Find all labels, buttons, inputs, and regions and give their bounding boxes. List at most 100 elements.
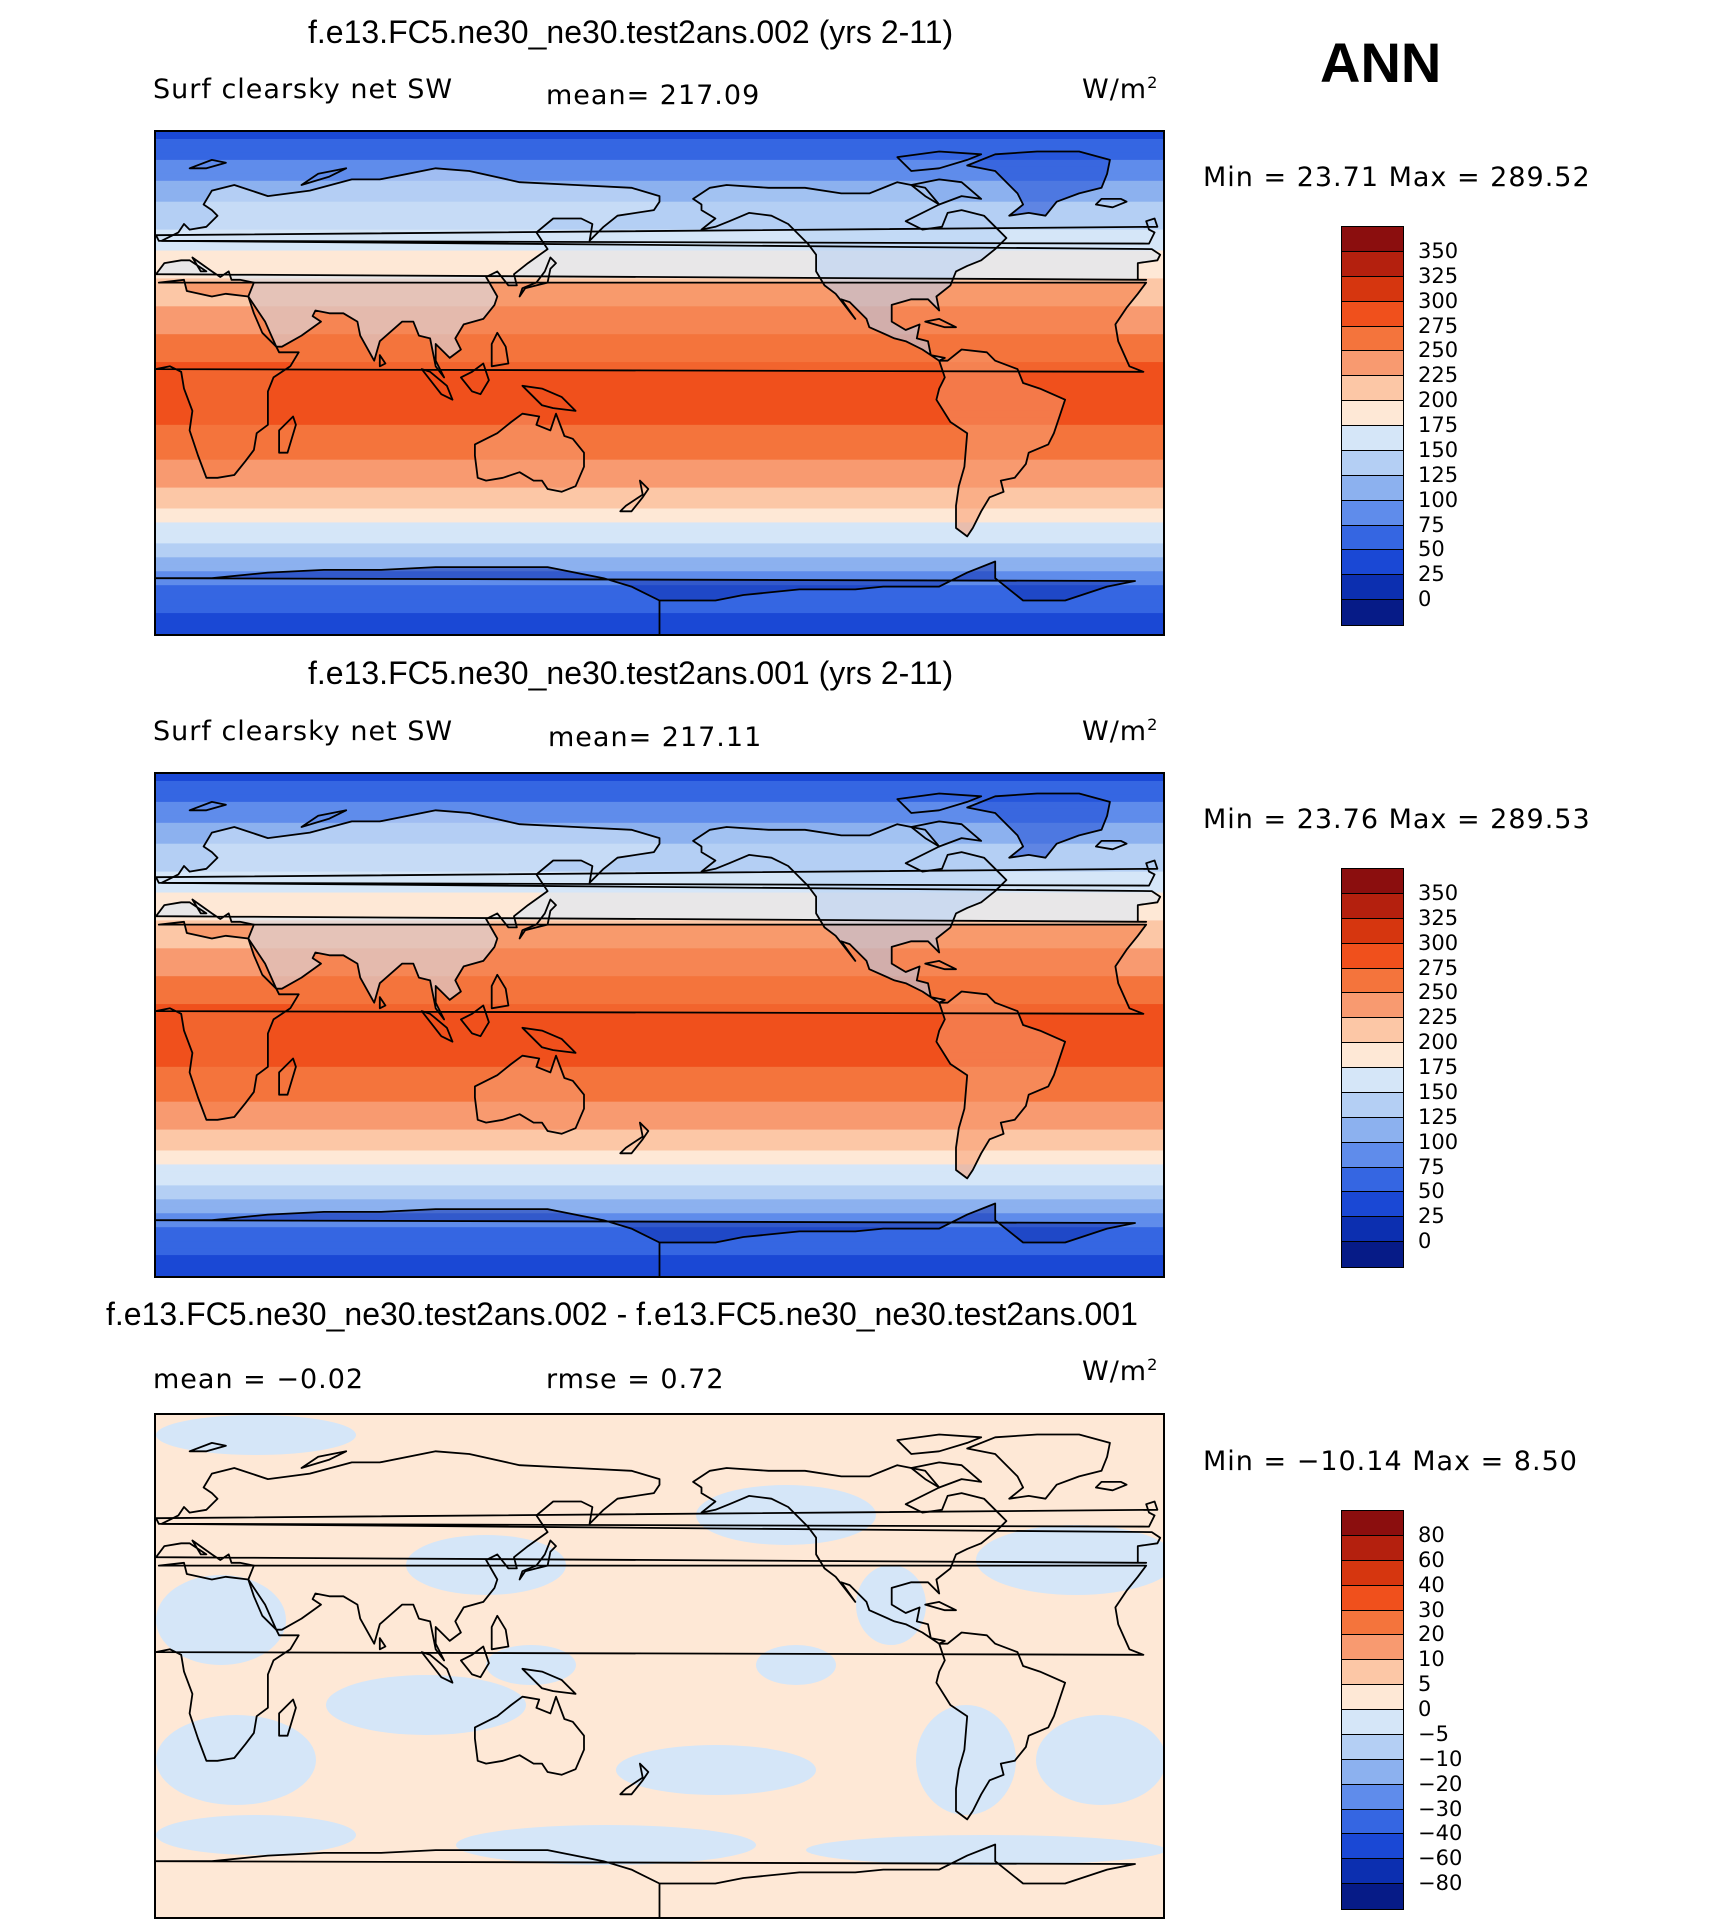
- land-fill-south-america: [936, 991, 1066, 1179]
- coastlines: [156, 792, 1162, 1276]
- coastlines: [156, 150, 1162, 634]
- field-band: [156, 452, 1163, 461]
- anomaly-patch: [156, 1715, 316, 1805]
- colorbar-swatch: [1342, 1635, 1403, 1661]
- panel-3-map-svg: [156, 1415, 1163, 1917]
- coastline-novaya-zemlya: [300, 1450, 348, 1469]
- coastline-new-guinea: [521, 1026, 577, 1054]
- coastline-south-america: [935, 348, 1066, 538]
- coastline-borneo: [460, 362, 490, 396]
- colorbar-tick-label: 275: [1418, 955, 1459, 980]
- panel-2-map: [154, 772, 1165, 1278]
- field-band: [156, 1052, 1163, 1061]
- land-fill-australia: [474, 413, 584, 492]
- panel-2-title: f.e13.FC5.ne30_ne30.test2ans.001 (yrs 2-…: [308, 655, 954, 691]
- panel-2-colorbar: [1341, 868, 1404, 1268]
- field-band: [156, 557, 1163, 565]
- field-band: [156, 132, 1163, 140]
- field-band: [156, 515, 1163, 524]
- colorbar-swatch: [1342, 1560, 1403, 1586]
- field-band: [156, 229, 1163, 238]
- colorbar-tick-label: 5: [1418, 1672, 1432, 1697]
- colorbar-tick-label: 225: [1418, 363, 1459, 388]
- colorbar-tick-label: −40: [1418, 1821, 1463, 1846]
- anomaly-patch: [456, 1825, 756, 1865]
- coastline-antarctica: [156, 1202, 1136, 1276]
- coastline-new-guinea: [521, 384, 577, 412]
- field-band: [156, 878, 1163, 887]
- field-band: [156, 424, 1163, 433]
- coastline-greenland: [966, 1433, 1111, 1500]
- colorbar-swatch: [1342, 1585, 1403, 1611]
- coastline-australia: [474, 1695, 585, 1776]
- field-band: [156, 459, 1163, 468]
- field-band: [156, 466, 1163, 475]
- colorbar-tick-label: 250: [1418, 338, 1459, 363]
- colorbar-swatch: [1342, 918, 1403, 944]
- field-band: [156, 187, 1163, 196]
- colorbar-swatch: [1342, 525, 1403, 551]
- colorbar-tick-label: 125: [1418, 462, 1459, 487]
- field-band: [156, 529, 1163, 537]
- field-band: [156, 1073, 1163, 1082]
- panel-3-mean-label: mean = −0.02: [153, 1364, 365, 1395]
- anomaly-patch: [806, 1835, 1163, 1865]
- field-band: [156, 794, 1163, 803]
- land-fill-greenland: [967, 793, 1110, 858]
- field-band: [156, 417, 1163, 426]
- colorbar-tick-label: 200: [1418, 1030, 1459, 1055]
- colorbar-tick-label: 60: [1418, 1547, 1445, 1572]
- anomaly-patch: [1036, 1715, 1163, 1805]
- panel-1-variable-label: Surf clearsky net SW: [153, 74, 454, 105]
- field-band: [156, 1171, 1163, 1179]
- field-band: [156, 1094, 1163, 1103]
- field-band: [156, 166, 1163, 175]
- field-band: [156, 1080, 1163, 1089]
- colorbar-tick-label: 275: [1418, 313, 1459, 338]
- field-band: [156, 487, 1163, 496]
- panel-2-minmax: Min = 23.76 Max = 289.53: [1203, 804, 1591, 835]
- colorbar-swatch: [1342, 1043, 1403, 1068]
- coastline-south-america: [935, 990, 1066, 1180]
- coastline-north-america: [692, 823, 1008, 1004]
- colorbar-swatch: [1342, 1018, 1403, 1044]
- colorbar-swatch: [1342, 1759, 1403, 1785]
- colorbar-swatch: [1342, 351, 1403, 377]
- coastline-greenland: [966, 150, 1111, 217]
- coastline-great-britain: [156, 217, 1159, 245]
- coastline-sri-lanka: [378, 1637, 387, 1651]
- anomaly-patch: [156, 1415, 356, 1455]
- panel-3-rmse-label: rmse = 0.72: [546, 1364, 725, 1395]
- coastline-sumatra: [420, 368, 454, 401]
- field-band: [156, 850, 1163, 859]
- colorbar-tick-label: −20: [1418, 1771, 1463, 1796]
- field-band: [156, 480, 1163, 489]
- colorbar-tick-label: 150: [1418, 1079, 1459, 1104]
- coastline-novaya-zemlya: [300, 809, 348, 828]
- colorbar-swatch: [1342, 326, 1403, 352]
- colorbar-swatch: [1342, 869, 1403, 894]
- colorbar-swatch: [1342, 301, 1403, 327]
- coastline-iceland: [1095, 1481, 1128, 1492]
- panel-2-variable-label: Surf clearsky net SW: [153, 716, 454, 747]
- coastline-cuba: [924, 1601, 957, 1612]
- colorbar-swatch: [1342, 1511, 1403, 1536]
- panel-1-mean-label: mean= 217.09: [546, 80, 761, 111]
- colorbar-tick-label: 200: [1418, 388, 1459, 413]
- field-band: [156, 369, 1163, 377]
- coastline-great-britain: [156, 1500, 1159, 1528]
- field-band: [156, 808, 1163, 817]
- coastline-north-america: [692, 1464, 1008, 1645]
- anomaly-patch: [156, 1815, 356, 1855]
- field-band: [156, 1164, 1163, 1173]
- colorbar-swatch: [1342, 1734, 1403, 1760]
- coastline-ellesmere-island: [896, 792, 983, 814]
- field-band: [156, 1122, 1163, 1131]
- colorbar-tick-label: 175: [1418, 1055, 1459, 1079]
- field-band: [156, 201, 1163, 210]
- colorbar-tick-label: 20: [1418, 1622, 1445, 1647]
- field-band: [156, 1178, 1163, 1186]
- anomaly-patch: [756, 1645, 836, 1685]
- field-band: [156, 1011, 1163, 1019]
- panel-3-colorbar: [1341, 1510, 1404, 1910]
